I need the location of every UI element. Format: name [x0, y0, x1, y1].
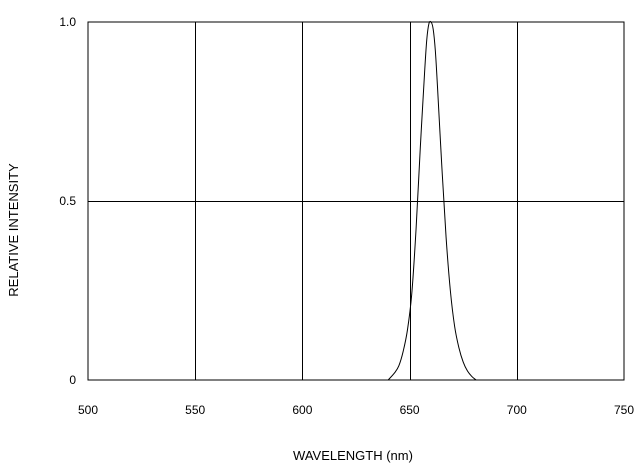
grid — [87, 21, 625, 381]
x-axis-label: WAVELENGTH (nm) — [293, 448, 413, 463]
spectrum-series — [387, 20, 477, 381]
x-axis-ticks: 500 550 600 650 700 750 — [78, 403, 634, 417]
x-tick-label: 500 — [78, 403, 98, 417]
y-tick-label: 0.5 — [59, 194, 76, 208]
y-tick-label: 1.0 — [59, 15, 76, 29]
y-tick-label: 0 — [69, 373, 76, 387]
y-axis-ticks: 0 0.5 1.0 — [59, 15, 76, 387]
x-tick-label: 700 — [507, 403, 527, 417]
x-tick-label: 650 — [400, 403, 420, 417]
x-tick-label: 550 — [185, 403, 205, 417]
x-tick-label: 750 — [614, 403, 634, 417]
y-axis-label: RELATIVE INTENSITY — [6, 163, 21, 297]
spectrum-curve — [387, 20, 477, 381]
x-tick-label: 600 — [292, 403, 312, 417]
